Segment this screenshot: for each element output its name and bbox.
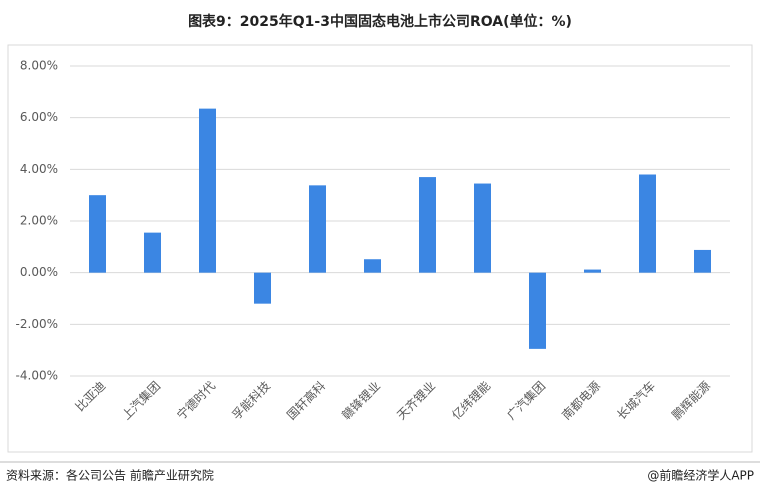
x-tick-label: 亿纬锂能	[449, 378, 494, 423]
x-tick-label: 天齐锂业	[394, 378, 439, 423]
bar	[199, 108, 216, 273]
source: 资料来源：各公司公告 前瞻产业研究院	[6, 468, 214, 483]
y-tick-label: 4.00%	[20, 162, 58, 176]
bar	[309, 185, 326, 273]
y-tick-label: -4.00%	[16, 369, 58, 383]
chart-title: 图表9：2025年Q1-3中国固态电池上市公司ROA(单位：%)	[188, 13, 572, 30]
x-tick-label: 国轩高科	[284, 378, 329, 423]
bar	[89, 195, 106, 273]
bar	[529, 272, 546, 349]
x-tick-label: 宁德时代	[174, 378, 219, 423]
y-tick-label: 6.00%	[20, 110, 58, 124]
x-tick-label: 南都电源	[559, 378, 604, 423]
y-tick-label: 8.00%	[20, 59, 58, 73]
bar	[144, 232, 161, 273]
bar	[584, 269, 601, 273]
x-tick-label: 长城汽车	[614, 378, 659, 423]
bar	[639, 174, 656, 273]
y-tick-label: 2.00%	[20, 214, 58, 228]
plot-frame	[7, 44, 753, 453]
bar	[474, 183, 491, 273]
bar	[364, 259, 381, 273]
x-tick-label: 广汽集团	[504, 378, 549, 423]
x-tick-label: 比亚迪	[73, 379, 108, 414]
y-tick-label: 0.00%	[20, 265, 58, 279]
x-tick-label: 孚能科技	[229, 379, 273, 423]
bar	[694, 249, 711, 273]
y-tick-label: -2.00%	[16, 317, 58, 331]
x-tick-label: 鹏辉能源	[669, 379, 713, 423]
bar	[419, 177, 436, 273]
brand: @前瞻经济学人APP	[647, 468, 754, 483]
x-tick-label: 上汽集团	[119, 378, 164, 423]
x-tick-label: 赣锋锂业	[339, 378, 384, 423]
bar	[254, 272, 271, 304]
